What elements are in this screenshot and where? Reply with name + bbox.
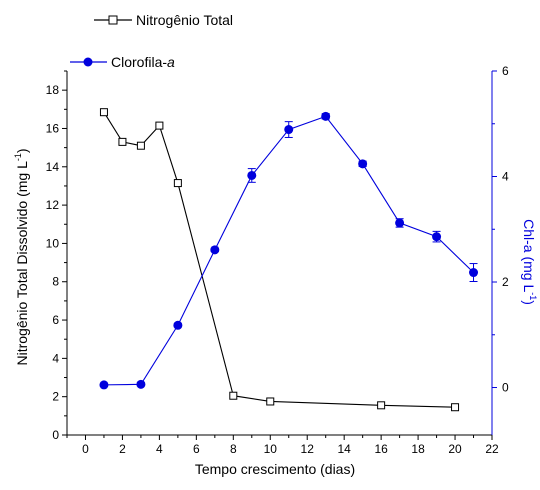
y-left-axis-title-tail: ) — [14, 148, 30, 153]
legend-label-chlorophyll: Clorofila-a — [111, 54, 175, 70]
chlorophyll-point — [321, 111, 331, 121]
legend-label-nitrogen: Nitrogênio Total — [136, 12, 233, 28]
x-tick-label: 18 — [411, 442, 425, 456]
x-axis-title: Tempo crescimento (dias) — [195, 461, 355, 477]
y-right-axis-title: Chl-a (mg L-1) — [521, 219, 538, 305]
y-right-axis-title-main: Chl-a (mg L — [521, 219, 537, 292]
legend: Nitrogênio Total Clorofila-a — [70, 12, 233, 70]
y-left-tick-label: 4 — [52, 351, 59, 365]
legend-label-chlorophyll-italic: a — [167, 54, 175, 70]
x-tick-label: 8 — [230, 442, 237, 456]
legend-marker-chlorophyll — [83, 57, 93, 67]
y-right-tick-label: 2 — [502, 275, 509, 289]
y-left-tick-label: 8 — [52, 275, 59, 289]
series-nitrogen — [99, 108, 460, 412]
x-tick-label: 0 — [82, 442, 89, 456]
chlorophyll-point — [210, 245, 220, 255]
y-left-tick-label: 6 — [52, 313, 59, 327]
legend-label-chlorophyll-main: Clorofila- — [111, 54, 167, 70]
x-tick-label: 4 — [156, 442, 163, 456]
chlorophyll-point — [99, 380, 109, 390]
nitrogen-point — [377, 401, 386, 410]
x-tick-label: 12 — [301, 442, 315, 456]
chlorophyll-point — [173, 320, 183, 330]
y-right-tick-label: 4 — [502, 170, 509, 184]
x-tick-label: 10 — [264, 442, 278, 456]
y-left-tick-label: 10 — [46, 236, 60, 250]
series-chlorophyll — [99, 111, 479, 390]
nitrogen-point — [173, 179, 182, 188]
x-tick-label: 2 — [119, 442, 126, 456]
chlorophyll-point — [247, 170, 257, 180]
x-tick-label: 22 — [485, 442, 499, 456]
y-left-axis-title: Nitrogênio Total Dissolvido (mg L-1) — [13, 148, 30, 365]
chlorophyll-line — [103, 115, 474, 386]
y-left-tick-label: 18 — [46, 83, 60, 97]
chlorophyll-point — [136, 379, 146, 389]
x-tick-label: 20 — [448, 442, 462, 456]
nitrogen-point — [136, 141, 145, 150]
legend-marker-nitrogen — [108, 15, 118, 25]
y-right-tick-label: 0 — [502, 381, 509, 395]
y-left-tick-label: 16 — [46, 121, 60, 135]
nitrogen-point — [99, 108, 108, 117]
x-tick-label: 14 — [337, 442, 351, 456]
chlorophyll-point — [469, 268, 479, 278]
nitrogen-line — [103, 111, 456, 408]
chlorophyll-point — [358, 159, 368, 169]
y-left-tick-label: 14 — [46, 160, 60, 174]
y-right-axis-title-sup: -1 — [528, 292, 538, 300]
x-tick-label: 6 — [193, 442, 200, 456]
chlorophyll-point — [432, 232, 442, 242]
chlorophyll-point — [395, 218, 405, 228]
y-left-axis-title-sup: -1 — [13, 153, 23, 161]
nitrogen-point — [155, 121, 164, 130]
legend-entry-nitrogen: Nitrogênio Total — [94, 12, 233, 28]
nitrogen-point — [266, 397, 275, 406]
nitrogen-point — [451, 403, 460, 412]
y-left-axis-title-main: Nitrogênio Total Dissolvido (mg L — [14, 161, 30, 366]
legend-entry-chlorophyll: Clorofila-a — [70, 54, 175, 70]
nitrogen-point — [118, 137, 127, 146]
axes: 0 2 4 6 8 10 12 14 16 18 20 22 0 2 4 6 8 10 12 14 16 18 0 2 4 6 — [46, 64, 509, 456]
y-left-tick-label: 2 — [52, 390, 59, 404]
y-left-tick-label: 0 — [52, 428, 59, 442]
chlorophyll-point — [284, 125, 294, 135]
x-tick-label: 16 — [374, 442, 388, 456]
nitrogen-point — [229, 391, 238, 400]
y-left-tick-label: 12 — [46, 198, 60, 212]
y-right-axis-title-tail: ) — [521, 300, 537, 305]
y-right-tick-label: 6 — [502, 64, 509, 78]
